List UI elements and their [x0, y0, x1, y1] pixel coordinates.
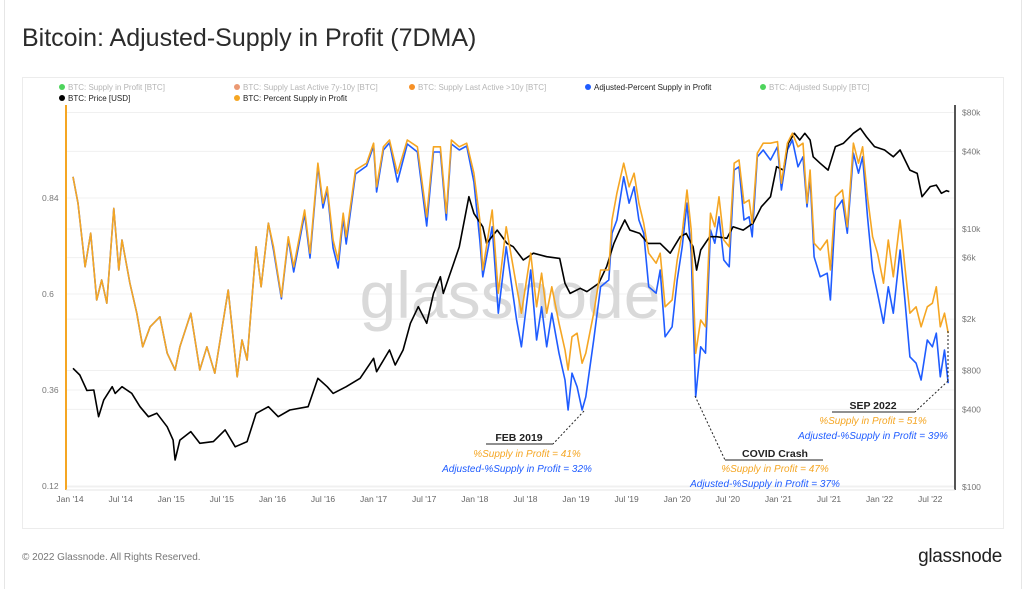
- annotation-percent-supply: %Supply in Profit = 47%: [721, 464, 829, 475]
- x-tick-label: Jan '19: [562, 494, 589, 504]
- legend-item-1[interactable]: BTC: Supply Last Active 7y-10y [BTC]: [234, 83, 378, 92]
- legend-item-6[interactable]: BTC: Percent Supply in Profit: [234, 94, 348, 103]
- annotation-label: FEB 2019: [495, 432, 542, 444]
- x-tick-label: Jul '15: [210, 494, 235, 504]
- legend-item-4[interactable]: BTC: Adjusted Supply [BTC]: [760, 83, 870, 92]
- legend-label: BTC: Supply Last Active >10y [BTC]: [418, 83, 546, 92]
- annotation-adjusted-percent-supply: Adjusted-%Supply in Profit = 39%: [797, 431, 948, 442]
- x-tick-label: Jul '18: [513, 494, 538, 504]
- annotation-leader-line: [552, 410, 585, 445]
- x-tick-label: Jan '18: [461, 494, 488, 504]
- legend-label: BTC: Supply in Profit [BTC]: [68, 83, 165, 92]
- y-right-tick-label: $80k: [962, 108, 981, 118]
- x-tick-label: Jan '21: [765, 494, 792, 504]
- legend-dot-icon: [234, 84, 240, 90]
- legend-item-5[interactable]: BTC: Price [USD]: [59, 94, 130, 103]
- x-tick-label: Jan '17: [360, 494, 387, 504]
- price-series-line: [72, 127, 950, 461]
- y-left-tick-label: 0.36: [42, 385, 59, 395]
- page-title: Bitcoin: Adjusted-Supply in Profit (7DMA…: [22, 24, 477, 52]
- annotation-label: SEP 2022: [849, 400, 896, 412]
- x-tick-label: Jul '20: [716, 494, 741, 504]
- x-tick-label: Jan '14: [56, 494, 83, 504]
- x-tick-label: Jan '22: [866, 494, 893, 504]
- legend-item-2[interactable]: BTC: Supply Last Active >10y [BTC]: [409, 83, 546, 92]
- legend-label: BTC: Price [USD]: [68, 94, 130, 103]
- legend-label: BTC: Percent Supply in Profit: [243, 94, 348, 103]
- y-right-tick-label: $2k: [962, 314, 976, 324]
- percent-supply-series-line: [72, 132, 949, 378]
- x-tick-label: Jul '19: [614, 494, 639, 504]
- glassnode-logo: glassnode: [918, 546, 1002, 567]
- y-left-tick-label: 0.6: [42, 289, 54, 299]
- copyright-footer: © 2022 Glassnode. All Rights Reserved.: [22, 552, 201, 563]
- legend-dot-icon: [760, 84, 766, 90]
- x-tick-label: Jan '16: [259, 494, 286, 504]
- y-right-tick-label: $10k: [962, 224, 981, 234]
- annotation-leader-line: [694, 395, 726, 461]
- legend-label: Adjusted-Percent Supply in Profit: [594, 83, 712, 92]
- x-tick-label: Jul '14: [108, 494, 133, 504]
- y-left-tick-label: 0.12: [42, 481, 59, 491]
- annotation-leader-line: [914, 380, 949, 413]
- legend-dot-icon: [409, 84, 415, 90]
- legend-label: BTC: Adjusted Supply [BTC]: [769, 83, 870, 92]
- legend-dot-icon: [59, 84, 65, 90]
- annotation-adjusted-percent-supply: Adjusted-%Supply in Profit = 37%: [689, 479, 840, 490]
- page-frame: [4, 0, 1022, 589]
- x-tick-label: Jul '22: [918, 494, 943, 504]
- x-tick-label: Jan '20: [664, 494, 691, 504]
- y-right-tick-label: $40k: [962, 146, 981, 156]
- y-right-tick-label: $800: [962, 366, 981, 376]
- y-right-tick-label: $100: [962, 482, 981, 492]
- legend-dot-icon: [59, 95, 65, 101]
- annotation-percent-supply: %Supply in Profit = 51%: [819, 416, 927, 427]
- legend-item-0[interactable]: BTC: Supply in Profit [BTC]: [59, 83, 165, 92]
- x-tick-label: Jul '16: [311, 494, 336, 504]
- legend-label: BTC: Supply Last Active 7y-10y [BTC]: [243, 83, 378, 92]
- annotation-adjusted-percent-supply: Adjusted-%Supply in Profit = 32%: [441, 464, 592, 475]
- annotation-percent-supply: %Supply in Profit = 41%: [473, 449, 581, 460]
- adjusted-percent-supply-series-line: [72, 139, 949, 411]
- x-tick-label: Jul '21: [817, 494, 842, 504]
- annotation-label: COVID Crash: [742, 448, 808, 460]
- y-left-tick-label: 0.84: [42, 193, 59, 203]
- y-right-tick-label: $400: [962, 404, 981, 414]
- x-tick-label: Jul '17: [412, 494, 437, 504]
- legend-item-3[interactable]: Adjusted-Percent Supply in Profit: [585, 83, 712, 92]
- legend-dot-icon: [585, 84, 591, 90]
- chart-card: [22, 77, 1004, 529]
- x-tick-label: Jan '15: [158, 494, 185, 504]
- y-right-tick-label: $6k: [962, 253, 976, 263]
- legend-dot-icon: [234, 95, 240, 101]
